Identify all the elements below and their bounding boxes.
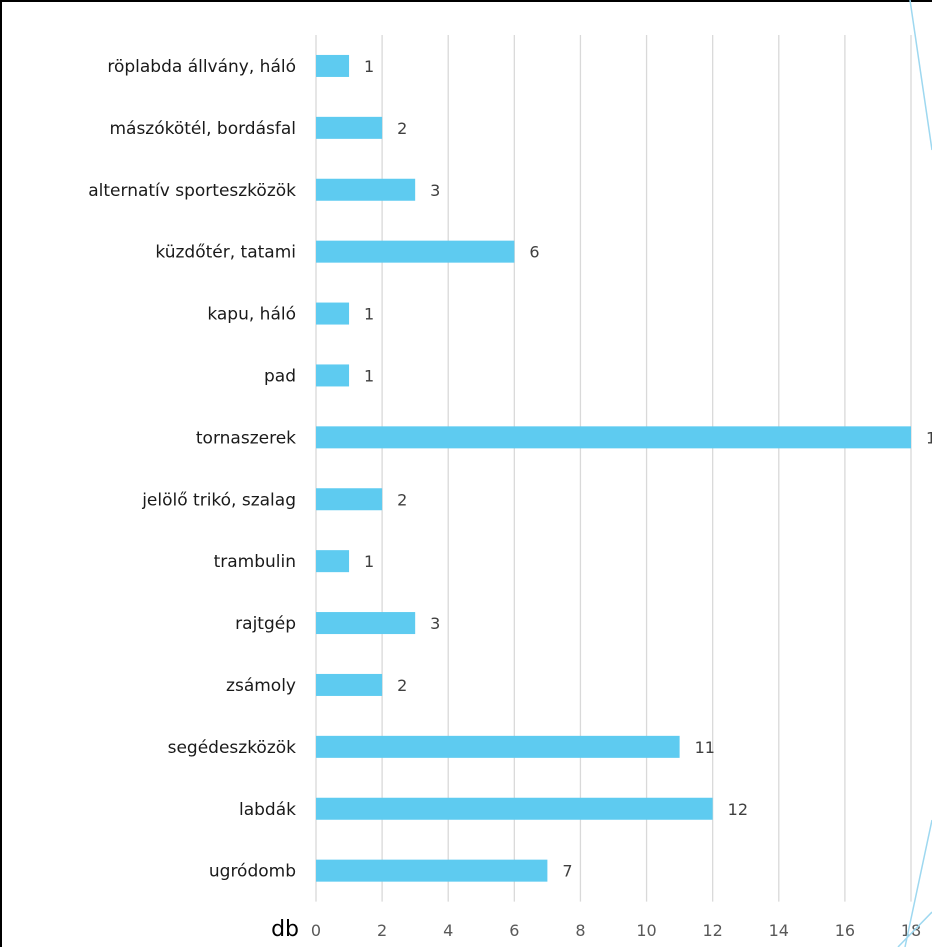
bar (316, 612, 416, 635)
decorative-corner-lines (897, 0, 932, 947)
category-label: alternatív sporteszközök (88, 181, 296, 201)
data-label: 1 (364, 366, 374, 385)
category-label: röplabda állvány, háló (107, 57, 296, 77)
data-label: 6 (529, 243, 539, 262)
x-tick-label: 18 (901, 921, 921, 940)
category-label: mászókötél, bordásfal (109, 119, 296, 139)
bar (316, 488, 383, 511)
x-tick-label: 6 (509, 921, 519, 940)
bar (316, 797, 713, 820)
x-axis-unit-label: db (271, 917, 299, 942)
data-label: 1 (926, 428, 932, 447)
bar-series (316, 54, 911, 882)
x-tick-label: 12 (702, 921, 722, 940)
data-label: 12 (728, 800, 748, 819)
data-label: 2 (397, 490, 407, 509)
x-tick-label: 14 (769, 921, 789, 940)
x-tick-label: 8 (575, 921, 585, 940)
bar (316, 240, 515, 263)
data-label: 1 (364, 57, 374, 76)
x-tick-label: 0 (311, 921, 321, 940)
data-label: 3 (430, 614, 440, 633)
data-label: 2 (397, 119, 407, 138)
category-label: küzdőtér, tatami (155, 243, 296, 263)
category-label: ugródomb (209, 862, 296, 882)
bar (316, 364, 350, 387)
bar (316, 426, 911, 449)
x-tick-label: 2 (377, 921, 387, 940)
category-label: rajtgép (235, 614, 296, 634)
category-label: labdák (239, 800, 296, 820)
category-label: jelölő trikó, szalag (141, 490, 296, 510)
bar (316, 673, 383, 696)
data-label: 7 (562, 862, 572, 881)
bar (316, 178, 416, 201)
data-label: 1 (364, 305, 374, 324)
category-label: kapu, háló (207, 305, 296, 325)
x-tick-label: 16 (835, 921, 855, 940)
data-label: 1 (364, 552, 374, 571)
category-label: trambulin (214, 552, 296, 572)
data-label: 11 (695, 738, 715, 757)
data-label: 3 (430, 181, 440, 200)
bar (316, 550, 350, 573)
category-label: tornaszerek (196, 428, 296, 448)
bar (316, 302, 350, 325)
category-label: pad (264, 366, 296, 386)
bar (316, 735, 680, 758)
category-labels: röplabda állvány, háló mászókötél, bordás… (88, 57, 296, 882)
x-tick-label: 10 (636, 921, 656, 940)
bar (316, 859, 548, 882)
bar (316, 116, 383, 139)
data-label: 2 (397, 676, 407, 695)
category-label: zsámoly (226, 676, 296, 696)
x-tick-label: 4 (443, 921, 453, 940)
category-label: segédeszközök (168, 738, 297, 758)
bar (316, 54, 350, 77)
x-axis-tick-labels: 0 2 4 6 8 10 12 14 16 18 (311, 921, 921, 940)
